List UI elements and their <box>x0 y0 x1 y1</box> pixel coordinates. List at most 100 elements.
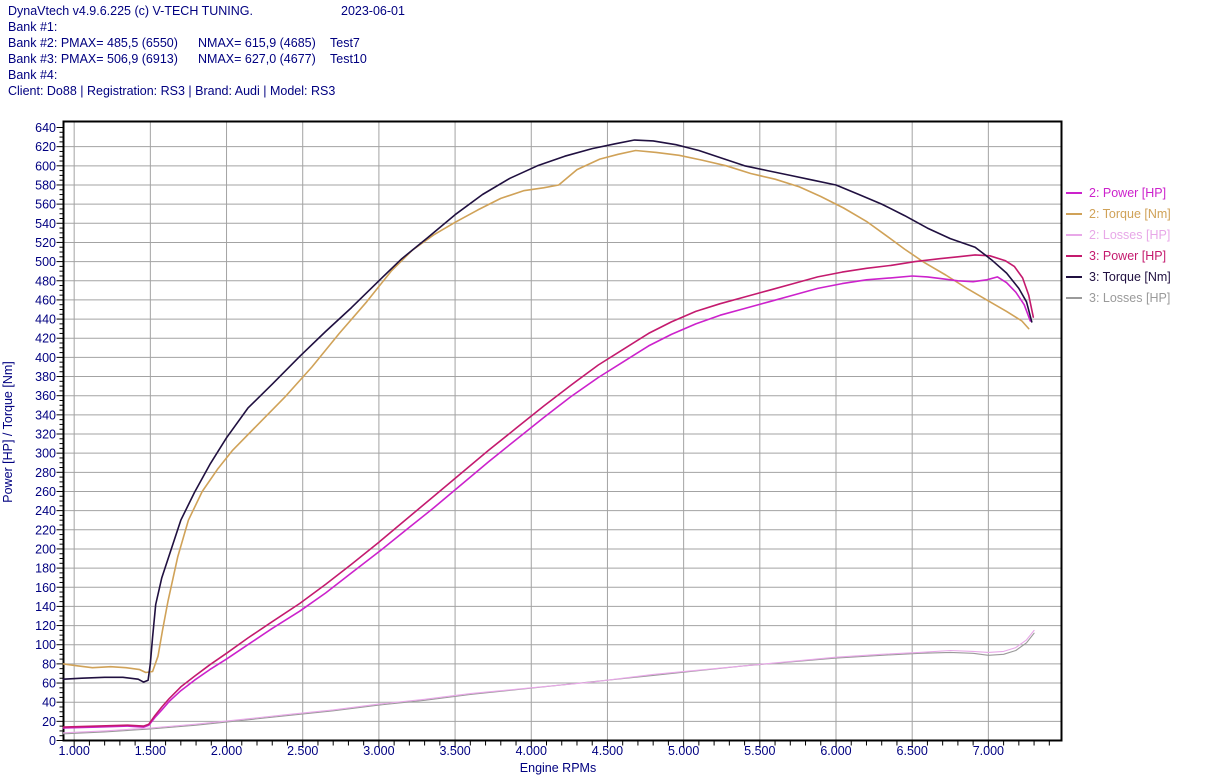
legend-item[interactable]: 2: Power [HP] <box>1066 182 1171 203</box>
series-p2 <box>62 275 1032 729</box>
svg-text:3.000: 3.000 <box>363 744 394 758</box>
header-title-line: DynaVtech v4.9.6.225 (c) V-TECH TUNING. … <box>8 3 708 19</box>
svg-text:4.500: 4.500 <box>592 744 623 758</box>
y-axis-ticks <box>56 127 63 741</box>
svg-text:0: 0 <box>49 734 56 748</box>
bank1-label: Bank #1: <box>8 20 58 34</box>
svg-text:560: 560 <box>35 198 56 212</box>
bank4-line: Bank #4: <box>8 67 708 83</box>
client-line: Client: Do88 | Registration: RS3 | Brand… <box>8 83 708 99</box>
y-axis-title: Power [HP] / Torque [Nm] <box>1 361 15 503</box>
legend-label: 3: Torque [Nm] <box>1089 269 1171 284</box>
svg-text:7.000: 7.000 <box>973 744 1004 758</box>
svg-text:440: 440 <box>35 313 56 327</box>
svg-text:380: 380 <box>35 370 56 384</box>
bank4-label: Bank #4: <box>8 68 58 82</box>
legend-label: 2: Losses [HP] <box>1089 227 1171 242</box>
svg-text:200: 200 <box>35 542 56 556</box>
bank1-line: Bank #1: <box>8 19 708 35</box>
svg-text:6.500: 6.500 <box>897 744 928 758</box>
legend-label: 3: Power [HP] <box>1089 248 1167 263</box>
client-info: Client: Do88 | Registration: RS3 | Brand… <box>8 84 336 98</box>
svg-text:580: 580 <box>35 178 56 192</box>
svg-text:3.500: 3.500 <box>439 744 470 758</box>
svg-text:20: 20 <box>42 715 56 729</box>
svg-text:520: 520 <box>35 236 56 250</box>
series-l2 <box>62 629 1035 734</box>
svg-text:300: 300 <box>35 447 56 461</box>
svg-text:240: 240 <box>35 504 56 518</box>
report-date: 2023-06-01 <box>341 4 405 18</box>
svg-text:80: 80 <box>42 657 56 671</box>
gridlines <box>63 122 1062 740</box>
svg-text:1.500: 1.500 <box>135 744 166 758</box>
svg-text:180: 180 <box>35 562 56 576</box>
series-l3 <box>62 632 1035 735</box>
legend-swatch-line <box>1066 254 1082 257</box>
legend-item[interactable]: 2: Torque [Nm] <box>1066 203 1171 224</box>
legend-swatch-line <box>1066 275 1082 278</box>
legend-item[interactable]: 3: Torque [Nm] <box>1066 266 1171 287</box>
legend-swatch-line <box>1066 212 1082 215</box>
svg-text:340: 340 <box>35 408 56 422</box>
svg-text:120: 120 <box>35 619 56 633</box>
svg-text:620: 620 <box>35 140 56 154</box>
series-t2 <box>62 149 1030 674</box>
bank2-test-name: Test7 <box>330 36 360 50</box>
svg-text:460: 460 <box>35 293 56 307</box>
svg-text:60: 60 <box>42 677 56 691</box>
svg-text:2.000: 2.000 <box>211 744 242 758</box>
legend-swatch-line <box>1066 233 1082 236</box>
legend-item[interactable]: 2: Losses [HP] <box>1066 224 1171 245</box>
chart-legend: 2: Power [HP] 2: Torque [Nm] 2: Losses [HP… <box>1066 182 1171 308</box>
data-series <box>62 139 1035 735</box>
svg-text:420: 420 <box>35 332 56 346</box>
x-axis-ticks <box>73 741 1050 748</box>
svg-text:2.500: 2.500 <box>287 744 318 758</box>
legend-item[interactable]: 3: Power [HP] <box>1066 245 1171 266</box>
x-tick-labels: 1.000 1.500 2.000 2.500 3.000 3.500 4.000 4.500… <box>59 744 1005 758</box>
legend-swatch-line <box>1066 296 1082 299</box>
app-title: DynaVtech v4.9.6.225 (c) V-TECH TUNING. <box>8 4 253 18</box>
svg-text:40: 40 <box>42 696 56 710</box>
svg-text:6.000: 6.000 <box>820 744 851 758</box>
report-header: DynaVtech v4.9.6.225 (c) V-TECH TUNING. … <box>8 3 708 99</box>
svg-text:500: 500 <box>35 255 56 269</box>
svg-text:400: 400 <box>35 351 56 365</box>
svg-text:5.000: 5.000 <box>668 744 699 758</box>
y-tick-labels: 0 20 40 60 80 100 120 140 160 180 200 220 240 260 280 3… <box>35 121 56 748</box>
bank3-nmax: NMAX= 627,0 (4677) <box>198 52 316 66</box>
bank2-nmax: NMAX= 615,9 (4685) <box>198 36 316 50</box>
svg-text:140: 140 <box>35 600 56 614</box>
bank2-pmax: Bank #2: PMAX= 485,5 (6550) <box>8 36 178 50</box>
plot-border <box>62 120 1063 742</box>
bank3-pmax: Bank #3: PMAX= 506,9 (6913) <box>8 52 178 66</box>
bank2-line: Bank #2: PMAX= 485,5 (6550) NMAX= 615,9 … <box>8 35 708 51</box>
svg-text:260: 260 <box>35 485 56 499</box>
svg-text:5.500: 5.500 <box>744 744 775 758</box>
svg-text:600: 600 <box>35 159 56 173</box>
svg-text:320: 320 <box>35 428 56 442</box>
svg-text:280: 280 <box>35 466 56 480</box>
legend-item[interactable]: 3: Losses [HP] <box>1066 287 1171 308</box>
svg-text:4.000: 4.000 <box>516 744 547 758</box>
series-t3 <box>62 139 1033 683</box>
bank3-line: Bank #3: PMAX= 506,9 (6913) NMAX= 627,0 … <box>8 51 708 67</box>
legend-label: 3: Losses [HP] <box>1089 290 1171 305</box>
svg-text:160: 160 <box>35 581 56 595</box>
bank3-test-name: Test10 <box>330 52 367 66</box>
legend-label: 2: Power [HP] <box>1089 185 1167 200</box>
legend-swatch-line <box>1066 191 1082 194</box>
svg-text:640: 640 <box>35 121 56 135</box>
svg-text:1.000: 1.000 <box>59 744 90 758</box>
svg-text:220: 220 <box>35 523 56 537</box>
x-axis-title: Engine RPMs <box>520 761 596 775</box>
svg-text:540: 540 <box>35 217 56 231</box>
series-p3 <box>62 254 1035 728</box>
svg-text:480: 480 <box>35 274 56 288</box>
svg-text:100: 100 <box>35 638 56 652</box>
svg-text:360: 360 <box>35 389 56 403</box>
legend-label: 2: Torque [Nm] <box>1089 206 1171 221</box>
